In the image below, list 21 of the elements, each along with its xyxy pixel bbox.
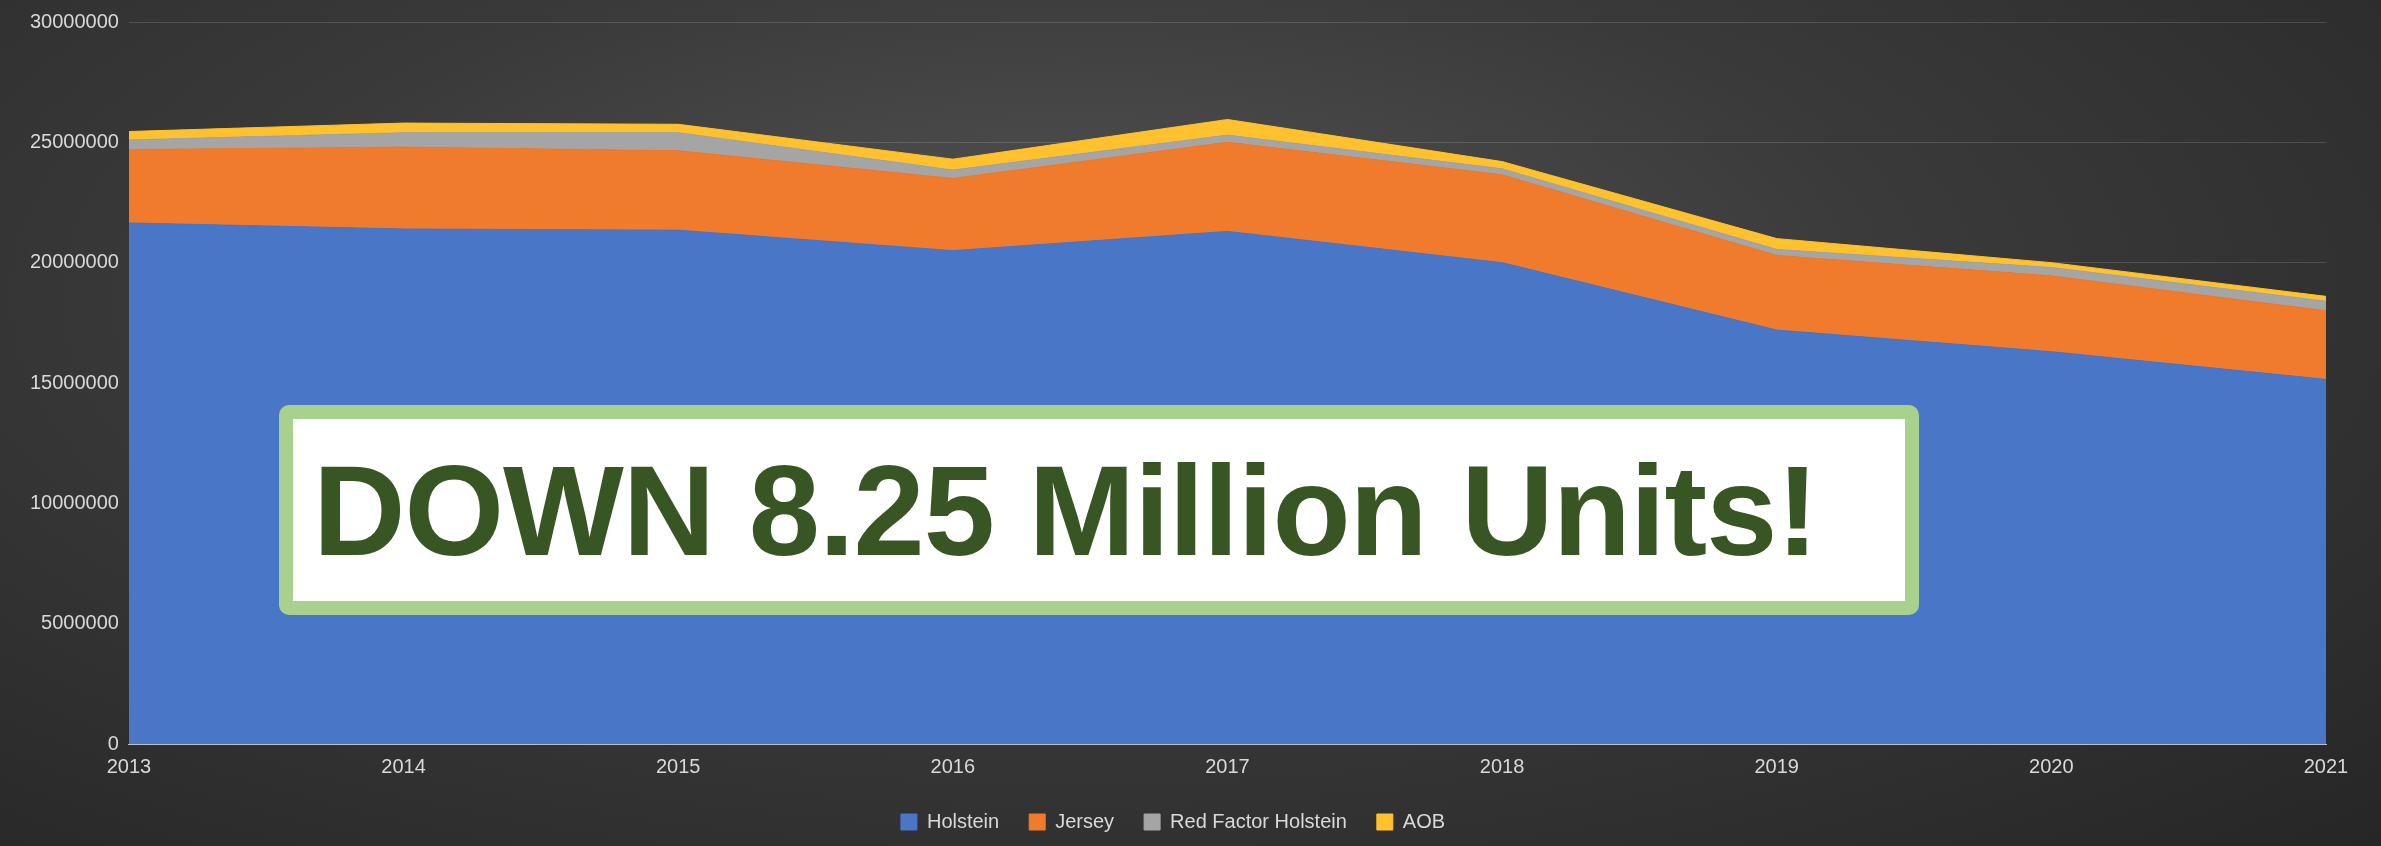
legend-label: Red Factor Holstein (1170, 809, 1347, 832)
x-tick-label: 2017 (1205, 754, 1250, 777)
y-tick-label: 0 (107, 731, 119, 754)
x-tick-label: 2020 (2029, 754, 2074, 777)
y-tick-label: 30000000 (30, 9, 119, 32)
y-tick-label: 20000000 (30, 250, 119, 273)
x-tick-label: 2014 (381, 754, 426, 777)
y-tick-label: 5000000 (41, 611, 119, 634)
y-tick-label: 25000000 (30, 129, 119, 152)
legend-label: Holstein (926, 809, 1000, 832)
legend-label: Jersey (1055, 809, 1115, 832)
x-tick-label: 2019 (1754, 754, 1799, 777)
x-tick-label: 2013 (106, 754, 152, 777)
x-tick-label: 2016 (930, 754, 976, 777)
x-tick-label: 2021 (2303, 754, 2349, 777)
y-tick-label: 15000000 (30, 370, 119, 393)
x-tick-label: 2018 (1479, 754, 1525, 777)
x-tick-label: 2015 (655, 754, 701, 777)
annotation: DOWN 8.25 Million Units! (279, 405, 1919, 615)
legend-label: AOB (1402, 809, 1446, 832)
y-tick-label: 10000000 (30, 490, 119, 513)
